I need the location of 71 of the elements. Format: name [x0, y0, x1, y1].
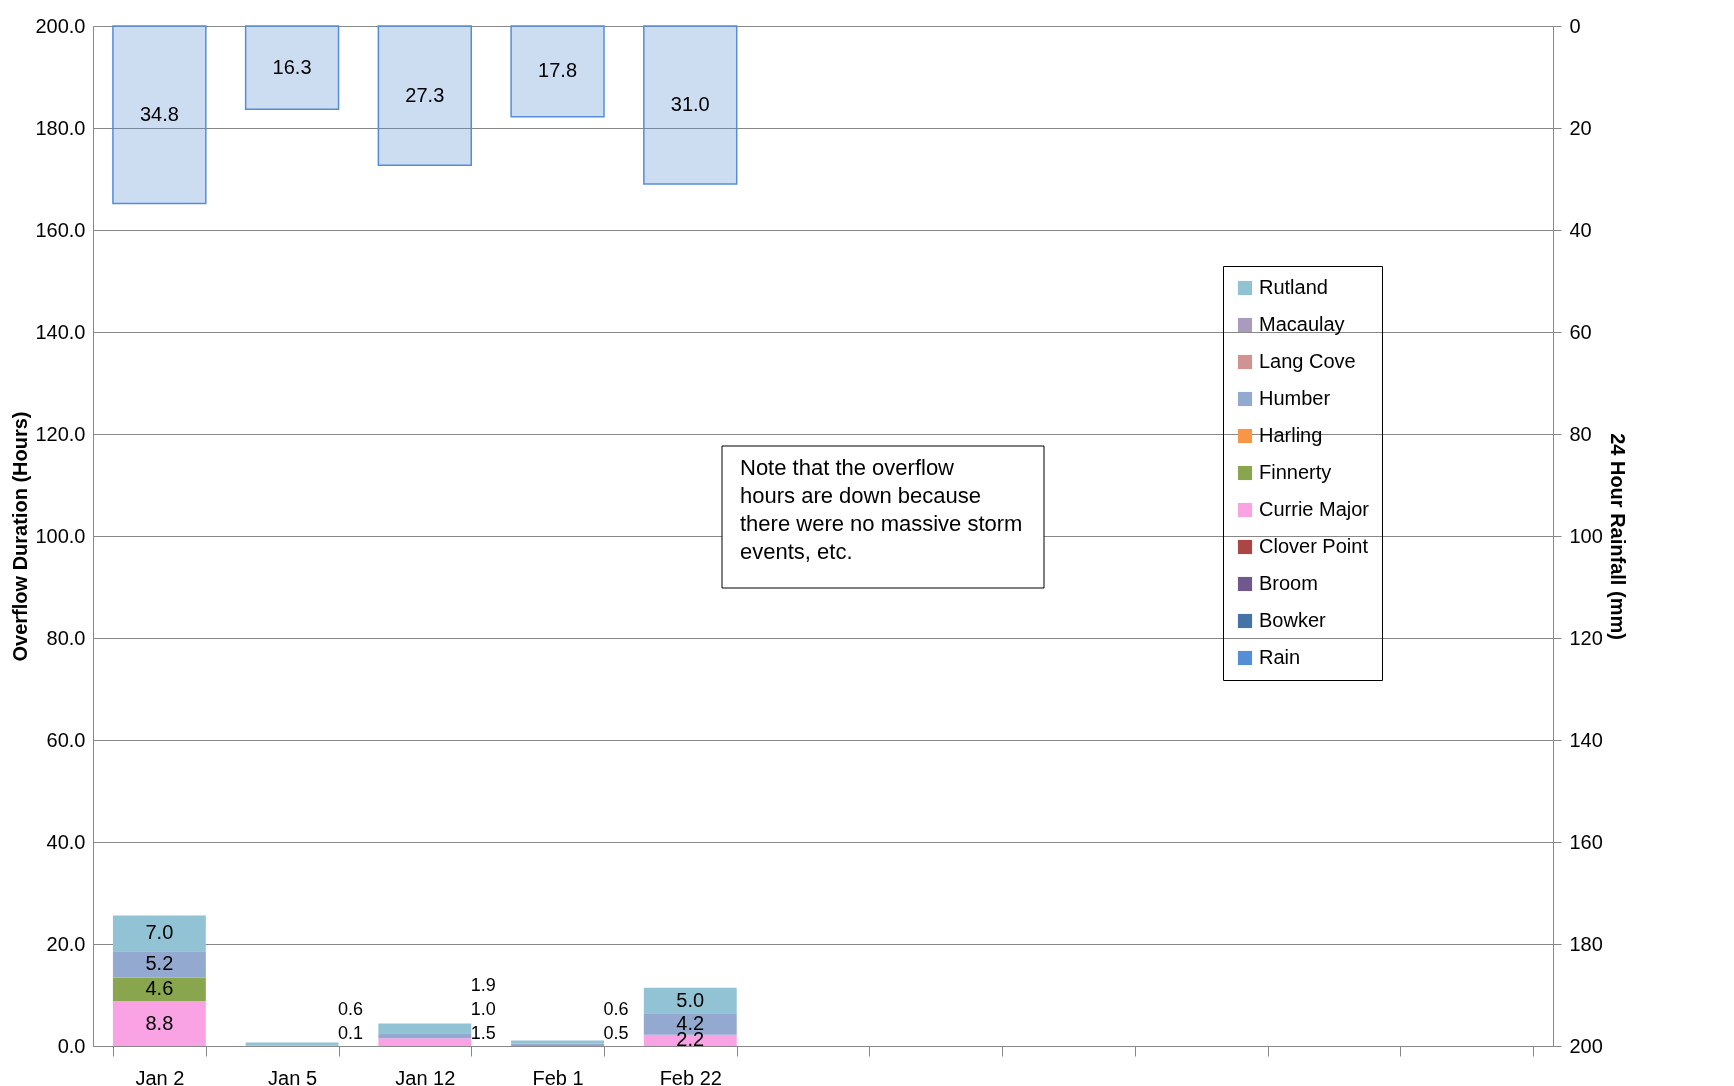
data-label: 4.6: [145, 977, 174, 1000]
y-tick-label: 180.0: [35, 116, 86, 139]
annotation: Note that the overflow hours are down because there were no massive storm events, etc.: [740, 455, 1023, 564]
data-label: 27.3: [405, 83, 445, 106]
x-tick-label: Feb 1: [532, 1066, 584, 1086]
legend-label: Clover Point: [1259, 535, 1369, 557]
y2-tick-label: 40: [1569, 218, 1592, 241]
data-label: 7.0: [145, 921, 174, 944]
bar: [112, 1001, 206, 1046]
y2-tick-label: 20: [1569, 116, 1592, 139]
legend-label: Macaulay: [1259, 313, 1345, 335]
data-label: 16.3: [272, 55, 312, 78]
y2-tick-label: 160: [1569, 830, 1603, 853]
y2-tick-label: 120: [1569, 626, 1603, 649]
y2-tick-label: 80: [1569, 422, 1592, 445]
data-label: 0.6: [338, 999, 364, 1019]
legend-label: Finnerty: [1259, 461, 1332, 483]
legend-label: Bowker: [1259, 609, 1327, 631]
legend-label: Humber: [1259, 387, 1331, 409]
y2-tick-label: 200: [1569, 1034, 1603, 1057]
bar: [643, 25, 738, 185]
x-tick-label: Jan 2: [135, 1066, 185, 1086]
bar: [510, 25, 605, 118]
data-label: 17.8: [538, 59, 578, 82]
bar: [378, 1033, 472, 1039]
y-tick-label: 80.0: [46, 626, 86, 649]
y-tick-label: 160.0: [35, 218, 86, 241]
y-tick-label: 100.0: [35, 524, 86, 547]
bar: [244, 25, 340, 110]
y-axis-title: Overflow Duration (Hours): [9, 411, 32, 662]
y-tick-label: 140.0: [35, 320, 86, 343]
data-label: 8.8: [145, 1011, 174, 1034]
y2-tick-label: 100: [1569, 524, 1603, 547]
y-tick-label: 40.0: [46, 830, 86, 853]
data-label: 5.2: [145, 952, 174, 975]
data-label: 0.1: [338, 1023, 364, 1043]
bar: [112, 977, 206, 1002]
data-label: 0.6: [603, 999, 629, 1019]
x-tick-label: Jan 5: [268, 1066, 318, 1086]
legend-label: Rain: [1259, 646, 1301, 668]
y2-tick-label: 60: [1569, 320, 1592, 343]
y-tick-label: 0.0: [57, 1034, 86, 1057]
y2-tick-label: 180: [1569, 932, 1603, 955]
legend-label: Currie Major: [1259, 498, 1370, 520]
y-tick-label: 20.0: [46, 932, 86, 955]
x-tick-label: Feb 22: [659, 1066, 722, 1086]
legend-label: Rutland: [1259, 276, 1328, 298]
legend-label: Lang Cove: [1259, 350, 1356, 372]
data-label: 0.5: [603, 1023, 629, 1043]
bar: [112, 951, 206, 978]
y2-tick-label: 0: [1569, 14, 1581, 37]
y2-axis-title: 24 Hour Rainfall (mm): [1606, 433, 1629, 640]
data-label: 31.0: [670, 93, 710, 116]
y-tick-label: 60.0: [46, 728, 86, 751]
data-label: 34.8: [139, 102, 179, 125]
data-label: 1.9: [470, 975, 496, 995]
y-tick-label: 120.0: [35, 422, 86, 445]
legend-label: Broom: [1259, 572, 1318, 594]
y-tick-label: 200.0: [35, 14, 86, 37]
bar: [112, 915, 206, 952]
data-label: 1.0: [470, 999, 496, 1019]
legend-label: Harling: [1259, 424, 1323, 446]
bar: [112, 25, 207, 205]
bar: [378, 1023, 472, 1034]
bar: [377, 25, 473, 166]
data-label: 1.5: [470, 1023, 496, 1043]
x-tick-label: Jan 12: [395, 1066, 456, 1086]
bar: [378, 1038, 472, 1046]
bar: [643, 987, 737, 1014]
data-label: 5.0: [676, 988, 705, 1011]
y2-tick-label: 140: [1569, 728, 1603, 751]
